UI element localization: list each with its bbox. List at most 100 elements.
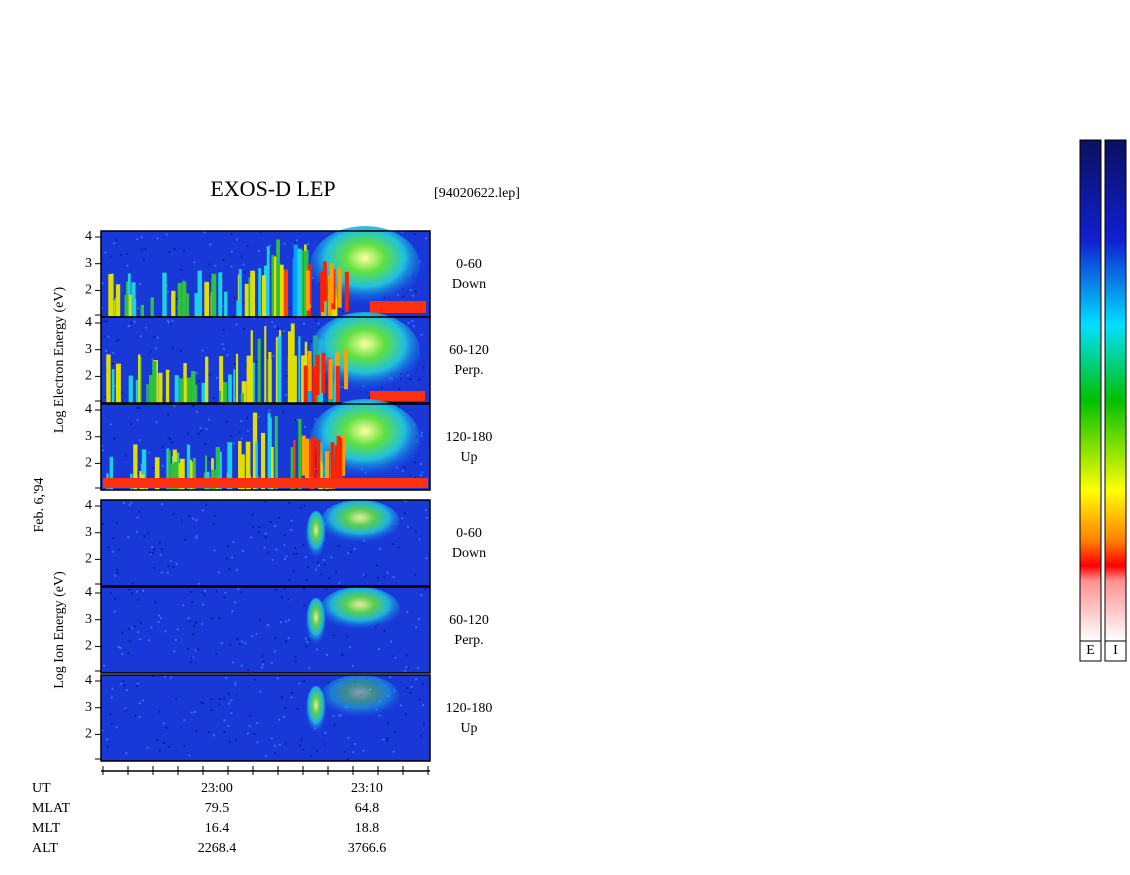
noise — [324, 731, 327, 734]
noise — [377, 576, 380, 579]
y-tick-label: 2 — [85, 639, 92, 654]
noise — [153, 548, 156, 551]
noise — [203, 590, 206, 593]
noise — [197, 582, 200, 585]
noise — [246, 244, 249, 247]
noise — [238, 431, 241, 434]
y-tick-label: 4 — [85, 229, 92, 244]
noise — [109, 423, 112, 426]
noise — [194, 621, 197, 624]
noise — [200, 701, 203, 704]
streak — [183, 362, 187, 403]
noise — [233, 296, 236, 299]
noise — [382, 738, 385, 741]
noise — [112, 351, 115, 354]
noise — [392, 576, 395, 579]
noise — [203, 593, 206, 596]
streak — [244, 283, 250, 317]
noise — [168, 321, 171, 324]
noise — [156, 237, 159, 240]
noise — [106, 745, 109, 748]
noise — [268, 244, 271, 247]
noise — [420, 434, 423, 437]
streak — [177, 295, 181, 317]
noise — [234, 601, 237, 604]
noise — [317, 564, 320, 567]
streak — [198, 281, 201, 317]
noise — [139, 638, 142, 641]
bloom — [310, 226, 420, 306]
noise — [130, 422, 133, 425]
noise — [240, 255, 243, 258]
streak — [322, 261, 327, 302]
noise — [151, 552, 154, 555]
row-value: 23:00 — [201, 781, 233, 796]
noise — [346, 757, 349, 760]
noise — [138, 439, 141, 442]
direction-label: Down — [452, 546, 486, 561]
noise — [202, 702, 205, 705]
noise — [197, 432, 200, 435]
ion-bloom — [306, 511, 326, 559]
streak — [240, 392, 244, 403]
ion-bloom — [320, 587, 400, 631]
row-label: MLT — [32, 821, 61, 836]
noise — [141, 589, 144, 592]
noise — [222, 328, 225, 331]
noise — [401, 231, 404, 234]
noise — [107, 546, 110, 549]
streak — [215, 446, 220, 490]
noise — [386, 571, 389, 574]
streak — [312, 366, 317, 407]
noise — [201, 622, 204, 625]
noise — [202, 312, 205, 315]
streak — [315, 355, 320, 396]
noise — [412, 325, 415, 328]
noise — [143, 535, 146, 538]
noise — [139, 335, 142, 338]
streak — [192, 457, 196, 490]
noise — [168, 437, 171, 440]
y-tick-label: 2 — [85, 552, 92, 567]
panel-frame — [100, 316, 431, 404]
panel-frame — [100, 403, 431, 491]
noise — [303, 425, 306, 428]
noise — [289, 306, 292, 309]
noise — [166, 319, 169, 322]
noise — [394, 730, 397, 733]
noise — [238, 643, 241, 646]
streak — [241, 381, 247, 403]
streak — [246, 355, 252, 403]
noise — [192, 517, 195, 520]
noise — [241, 640, 244, 643]
noise — [303, 322, 306, 325]
noise — [251, 635, 254, 638]
noise — [136, 685, 139, 688]
noise — [127, 536, 130, 539]
noise — [222, 348, 225, 351]
noise — [283, 534, 286, 537]
streak — [238, 440, 242, 490]
streak — [250, 270, 256, 317]
noise — [113, 437, 116, 440]
noise — [292, 570, 295, 573]
colorbar-label-box — [1104, 640, 1127, 662]
streak — [211, 273, 217, 317]
streak — [131, 282, 136, 317]
noise — [364, 574, 367, 577]
noise — [190, 711, 193, 714]
noise — [404, 669, 407, 672]
ion-bloom — [320, 500, 400, 544]
noise — [150, 626, 153, 629]
noise — [162, 722, 165, 725]
noise — [117, 646, 120, 649]
noise — [130, 592, 133, 595]
noise — [375, 564, 378, 567]
streak — [108, 273, 114, 317]
noise — [230, 711, 233, 714]
noise — [304, 556, 307, 559]
noise — [192, 656, 195, 659]
noise — [172, 566, 175, 569]
noise — [109, 255, 112, 258]
row-value: 3766.6 — [348, 841, 387, 856]
